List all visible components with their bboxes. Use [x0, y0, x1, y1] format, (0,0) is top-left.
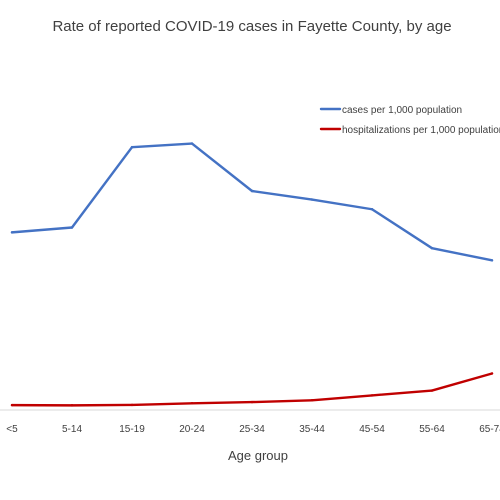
series-1-point-5 [310, 399, 314, 402]
series-1-point-6 [370, 394, 374, 397]
series-1-segment-7 [430, 372, 494, 392]
series-1-point-2 [130, 403, 134, 407]
series-1-point-1 [70, 404, 74, 407]
series-0-segment-2 [130, 142, 194, 149]
x-axis-tick-labels: <5 5-14 15-19 20-24 25-34 35-44 45-54 55-64 65-7… [6, 424, 500, 435]
series-0-segment-6 [370, 208, 434, 250]
series-1-segment-2 [130, 402, 194, 407]
x-tick-label: 5-14 [62, 424, 82, 435]
series-1-segment-3 [190, 400, 254, 405]
series-0-segment-1 [70, 145, 134, 229]
x-tick-label: 45-54 [359, 424, 385, 435]
x-tick-label: 55-64 [419, 424, 445, 435]
series-0-point-7 [430, 246, 434, 250]
series-0-segment-5 [310, 198, 374, 211]
series-0-point-1 [70, 226, 74, 229]
series-1-segment-6 [370, 389, 434, 397]
series-0-point-3 [190, 142, 194, 145]
series-1-segment-5 [310, 394, 374, 402]
legend-label-cases: cases per 1,000 population [342, 105, 462, 116]
series-0-point-2 [130, 146, 134, 149]
series-0-point-0 [10, 231, 14, 234]
series-0-segment-7 [430, 246, 494, 262]
x-axis-title: Age group [228, 448, 288, 463]
chart-title: Rate of reported COVID-19 cases in Fayet… [52, 18, 451, 35]
series-1-point-3 [190, 402, 194, 405]
x-tick-label: 65-74 [479, 424, 500, 435]
series-0-point-6 [370, 208, 374, 211]
series-1-point-4 [250, 400, 254, 404]
x-tick-label: 35-44 [299, 424, 325, 435]
series-1-point-8 [490, 372, 494, 375]
x-tick-label: 25-34 [239, 424, 265, 435]
series-0-segment-4 [250, 189, 314, 201]
series-0-point-8 [490, 259, 494, 262]
x-tick-label: <5 [6, 424, 18, 435]
series-0-point-5 [310, 198, 314, 201]
x-tick-label: 15-19 [119, 424, 145, 435]
x-tick-label: 20-24 [179, 424, 205, 435]
series-1-point-7 [430, 389, 434, 392]
legend-label-hospitalizations: hospitalizations per 1,000 population [342, 125, 500, 136]
series-0-point-4 [250, 189, 254, 193]
legend: cases per 1,000 population hospitalizati… [319, 105, 500, 136]
plot-lines [10, 142, 494, 407]
series-0-segment-0 [10, 226, 74, 234]
series-0-segment-3 [190, 142, 254, 193]
series-1-segment-4 [250, 399, 314, 404]
series-1-point-0 [10, 403, 14, 407]
